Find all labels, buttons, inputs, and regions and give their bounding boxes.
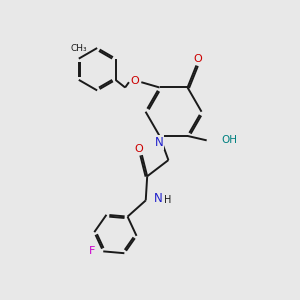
Text: O: O — [130, 76, 139, 86]
Text: N: N — [154, 193, 163, 206]
Text: F: F — [88, 246, 95, 256]
Text: O: O — [134, 144, 143, 154]
Text: O: O — [194, 54, 202, 64]
Text: CH₃: CH₃ — [70, 44, 87, 52]
Text: N: N — [154, 136, 164, 149]
Text: H: H — [164, 195, 171, 206]
Text: OH: OH — [221, 135, 237, 145]
